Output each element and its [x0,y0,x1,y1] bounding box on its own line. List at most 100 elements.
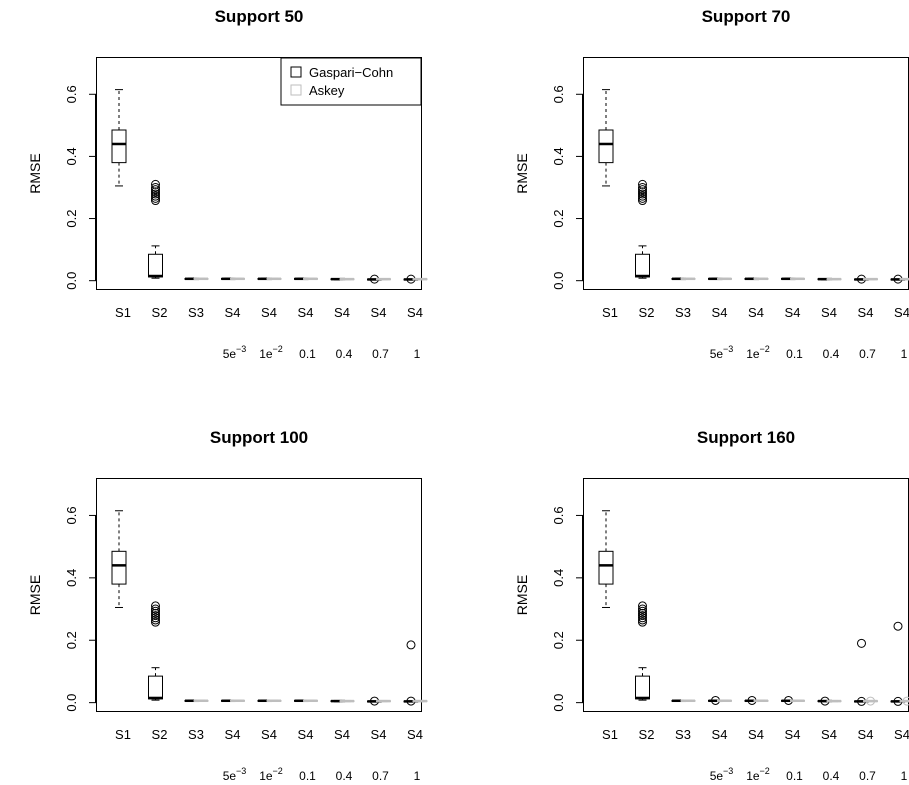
outlier-point [638,615,647,625]
panel-2: Support 70 0.0 0.2 0.4 0.6 RMSE S1 S2 S3 S4 5e−3 S4… [514,7,909,361]
outlier-point [151,196,160,206]
askey-box [826,277,842,281]
askey-box [230,699,245,703]
askey-box [412,699,428,703]
y-axis-label: RMSE [514,153,530,193]
x-tick-label: S4 [225,305,241,320]
outlier-point [151,606,160,616]
parameter-label: 0.1 [786,347,803,361]
outlier-point [638,606,647,616]
parameter-label: 1e−2 [746,766,770,783]
outlier-point [902,696,909,706]
x-tick-label: S4 [261,305,277,320]
x-tick-label: S4 [858,305,874,320]
gaspari-cohn-box [890,621,906,706]
parameter-label: 5e−3 [710,344,734,361]
x-tick-label: S4 [821,727,837,742]
y-tick-label: 0.4 [551,147,566,165]
parameter-label: 0.4 [336,769,353,783]
x-tick-label: S1 [115,305,131,320]
gaspari-cohn-box [148,601,163,701]
x-tick-label: S2 [639,727,655,742]
outlier-point [857,638,866,648]
parameter-label: 0.7 [372,769,389,783]
parameter-label: 1 [414,769,421,783]
askey-box [680,277,696,281]
parameter-label: 1e−2 [259,766,283,783]
outlier-point [638,196,647,206]
askey-box [376,277,391,281]
gaspari-cohn-box [148,179,163,279]
y-axis-label: RMSE [514,575,530,615]
parameter-label: 5e−3 [223,766,247,783]
outlier-point [151,617,160,627]
askey-box [863,277,878,281]
askey-box [303,277,318,281]
x-tick-label: S4 [748,727,764,742]
askey-box [790,699,805,703]
gaspari-cohn-box [854,638,869,706]
panel-4: Support 160 0.0 0.2 0.4 0.6 RMSE S1 S2 S3 S4 5e−3 S… [514,428,909,783]
plot-frame [583,478,909,712]
parameter-label: 1 [901,769,908,783]
x-tick-label: S4 [894,727,909,742]
askey-box [899,277,909,281]
askey-box [230,277,245,281]
askey-box [266,277,282,281]
askey-box [753,277,769,281]
x-tick-label: S2 [152,305,168,320]
y-axis-label: RMSE [27,575,43,615]
y-tick-label: 0.2 [551,210,566,228]
gaspari-cohn-box [111,510,127,608]
gaspari-cohn-box [111,89,127,187]
outlier-point [638,189,647,199]
outlier-point [638,182,647,192]
x-tick-label: S4 [407,305,423,320]
x-tick-label: S3 [188,305,204,320]
y-tick-label: 0.0 [64,272,79,290]
outlier-point [638,193,647,203]
parameter-label: 0.7 [372,347,389,361]
x-tick-label: S4 [748,305,764,320]
legend-label-askey: Askey [309,83,345,98]
legend-swatch-askey [290,84,302,96]
x-tick-label: S4 [371,305,387,320]
x-tick-label: S4 [334,727,350,742]
panel-3: Support 100 0.0 0.2 0.4 0.6 RMSE S1 S2 S3 S4 5e−3 S… [27,428,428,783]
x-tick-label: S4 [785,305,801,320]
x-tick-label: S1 [115,727,131,742]
outlier-point [638,613,647,623]
parameter-label: 5e−3 [710,766,734,783]
plot-frame [96,478,422,712]
x-tick-label: S2 [152,727,168,742]
outlier-point [151,191,160,201]
x-tick-label: S4 [858,727,874,742]
parameter-label: 1e−2 [746,344,770,361]
y-tick-label: 0.0 [64,694,79,712]
parameter-label: 1 [901,347,908,361]
box-iqr [598,550,614,585]
outlier-point [638,179,647,189]
y-tick-label: 0.0 [551,272,566,290]
parameter-label: 1 [414,347,421,361]
askey-box [790,277,805,281]
parameter-label: 0.1 [299,769,316,783]
legend-label-gaspari-cohn: Gaspari−Cohn [309,65,393,80]
gaspari-cohn-box [635,601,650,701]
outlier-point [406,640,416,650]
y-tick-label: 0.4 [64,569,79,587]
gaspari-cohn-box [635,179,650,279]
outlier-point [638,187,647,197]
outlier-point [638,617,647,627]
x-tick-label: S4 [261,727,277,742]
panel-1: Support 50 0.0 0.2 0.4 0.6 RMSE S1 S2 S3 S4 5e−3 S4… [27,7,428,361]
parameter-label: 0.4 [823,769,840,783]
outlier-point [151,604,160,614]
parameter-label: 0.4 [336,347,353,361]
outlier-point [151,185,160,195]
box-iqr [148,675,163,700]
x-tick-label: S1 [602,305,618,320]
legend-box [280,57,422,106]
x-tick-label: S3 [675,305,691,320]
